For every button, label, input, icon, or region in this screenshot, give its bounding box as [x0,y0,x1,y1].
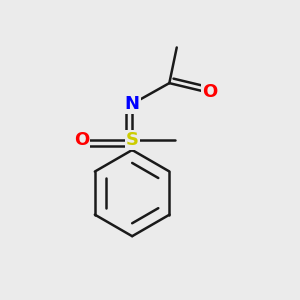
Text: O: O [202,83,217,101]
Text: N: N [125,95,140,113]
Text: S: S [126,130,139,148]
Text: O: O [74,130,89,148]
